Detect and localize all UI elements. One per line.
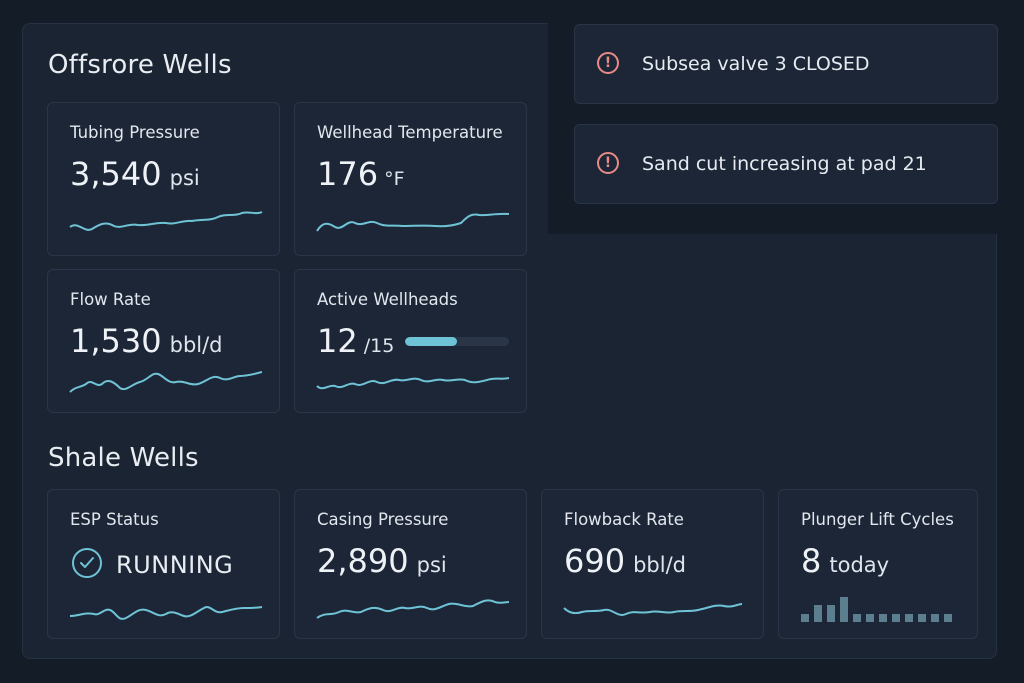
metric-value: 176 <box>317 155 379 193</box>
card-flow-rate[interactable]: Flow Rate 1,530 bbl/d <box>47 269 280 413</box>
sparkline <box>316 599 510 619</box>
cycle-bar <box>827 605 835 622</box>
alert-subsea-valve[interactable]: ! Subsea valve 3 CLOSED <box>574 24 998 104</box>
value-row: 2,890 psi <box>317 542 447 580</box>
metric-unit: bbl/d <box>633 553 686 577</box>
metric-value: 1,530 <box>70 322 162 360</box>
card-tubing-pressure[interactable]: Tubing Pressure 3,540 psi <box>47 102 280 256</box>
cycle-bar <box>879 614 887 622</box>
sparkline <box>316 377 510 390</box>
card-flowback-rate[interactable]: Flowback Rate 690 bbl/d <box>541 489 764 639</box>
metric-value: 8 <box>801 542 822 580</box>
card-active-wellheads[interactable]: Active Wellheads 12 /15 <box>294 269 527 413</box>
cycle-bar <box>853 614 861 622</box>
sparkline <box>69 211 263 231</box>
cycle-bar <box>931 614 939 622</box>
cycle-bar <box>801 614 809 622</box>
alert-icon: ! <box>597 152 619 174</box>
card-label: Active Wellheads <box>317 290 458 309</box>
cycle-bar <box>866 614 874 622</box>
metric-unit: today <box>829 553 890 577</box>
cycles-bar-chart <box>801 592 952 622</box>
metric-value: 12 <box>317 322 358 360</box>
card-label: Tubing Pressure <box>70 123 200 142</box>
value-row: 3,540 psi <box>70 155 200 193</box>
sparkline <box>316 212 510 232</box>
cycle-bar <box>892 614 900 622</box>
card-label: Plunger Lift Cycles <box>801 510 954 529</box>
alert-sand-cut[interactable]: ! Sand cut increasing at pad 21 <box>574 124 998 204</box>
card-esp-status[interactable]: ESP Status RUNNING <box>47 489 280 639</box>
value-row: 690 bbl/d <box>564 542 686 580</box>
esp-status-value: RUNNING <box>116 551 234 579</box>
metric-unit: psi <box>416 553 447 577</box>
progress-fill <box>405 337 457 346</box>
card-wellhead-temperature[interactable]: Wellhead Temperature 176 °F <box>294 102 527 256</box>
value-row: 176 °F <box>317 155 405 193</box>
card-label: Flowback Rate <box>564 510 684 529</box>
metric-unit: psi <box>169 166 200 190</box>
card-label: ESP Status <box>70 510 159 529</box>
cycle-bar <box>918 614 926 622</box>
metric-unit: /15 <box>363 335 395 357</box>
wellheads-progress-bar <box>405 337 509 346</box>
cycle-bar <box>944 614 952 622</box>
section-title-shale: Shale Wells <box>48 443 199 473</box>
check-circle-icon <box>72 548 102 578</box>
card-label: Flow Rate <box>70 290 151 309</box>
cycle-bar <box>840 597 848 622</box>
sparkline <box>69 606 263 620</box>
sparkline <box>69 371 263 393</box>
metric-unit: bbl/d <box>169 333 223 357</box>
card-plunger-lift-cycles[interactable]: Plunger Lift Cycles 8 today <box>778 489 978 639</box>
alert-text: Subsea valve 3 CLOSED <box>642 53 870 75</box>
metric-value: 690 <box>564 542 626 580</box>
cycle-bar <box>905 614 913 622</box>
cycle-bar <box>814 605 822 622</box>
alert-text: Sand cut increasing at pad 21 <box>642 153 927 175</box>
value-row: 8 today <box>801 542 889 580</box>
card-casing-pressure[interactable]: Casing Pressure 2,890 psi <box>294 489 527 639</box>
value-row: 12 /15 <box>317 322 394 360</box>
card-label: Wellhead Temperature <box>317 123 503 142</box>
sparkline <box>563 603 743 616</box>
metric-value: 3,540 <box>70 155 162 193</box>
card-label: Casing Pressure <box>317 510 449 529</box>
value-row: 1,530 bbl/d <box>70 322 223 360</box>
alert-icon: ! <box>597 52 619 74</box>
metric-unit: °F <box>384 168 405 190</box>
section-title-offshore: Offsrore Wells <box>48 50 232 80</box>
metric-value: 2,890 <box>317 542 409 580</box>
